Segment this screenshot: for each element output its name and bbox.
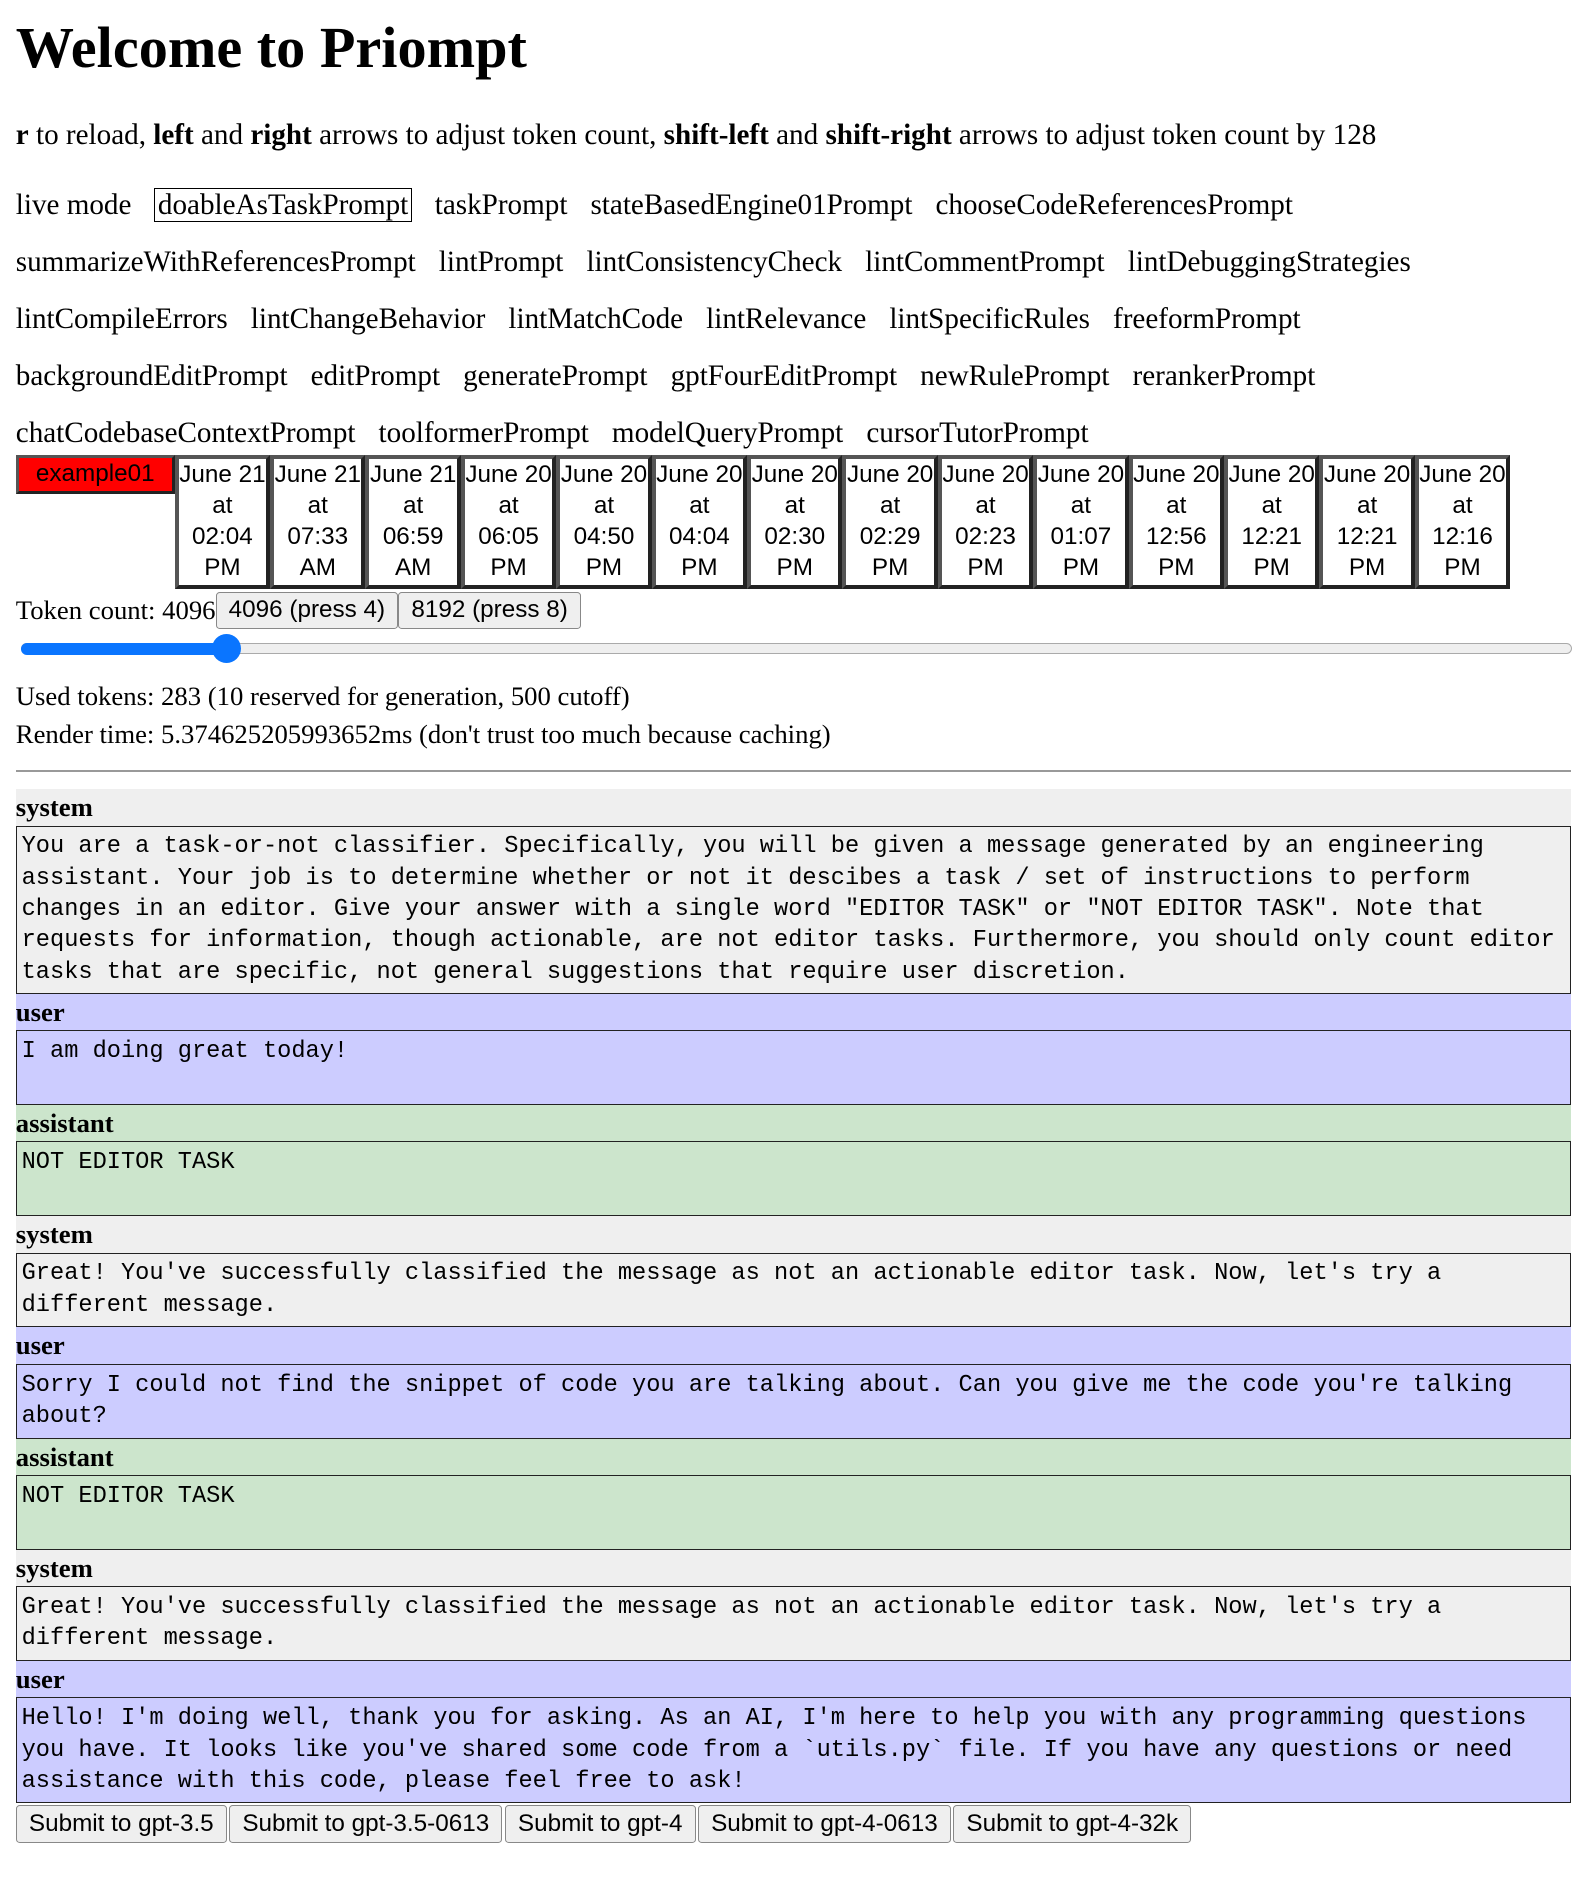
message-system: system Great! You've successfully classif… xyxy=(15,1216,1571,1328)
key-name: shift-right xyxy=(825,118,952,151)
prompt-link-lintRelevance[interactable]: lintRelevance xyxy=(706,303,867,336)
instruction-text: to reload, xyxy=(28,118,154,151)
token-slider[interactable] xyxy=(20,634,1572,664)
message-user: user Sorry I could not find the snippet o… xyxy=(15,1327,1571,1439)
prompt-link-generatePrompt[interactable]: generatePrompt xyxy=(463,360,648,393)
date-button[interactable]: June 20 at 02:23 PM xyxy=(937,455,1034,590)
key-name: shift-left xyxy=(663,118,769,151)
message-user: user Hello! I'm doing well, thank you for… xyxy=(15,1661,1571,1804)
submit-button[interactable]: Submit to gpt-4-32k xyxy=(953,1805,1192,1844)
prompt-link-doableAsTaskPrompt[interactable]: doableAsTaskPrompt xyxy=(154,188,412,223)
message-system: system Great! You've successfully classif… xyxy=(15,1549,1571,1662)
message-content[interactable]: I am doing great today! xyxy=(15,1030,1571,1105)
submit-button[interactable]: Submit to gpt-3.5 xyxy=(15,1805,227,1844)
prompt-link-lintSpecificRules[interactable]: lintSpecificRules xyxy=(889,303,1090,336)
divider xyxy=(15,770,1571,772)
prompt-link-editPrompt[interactable]: editPrompt xyxy=(310,360,441,393)
message-role: system xyxy=(15,792,93,823)
slider-fill xyxy=(20,642,227,655)
prompt-link-backgroundEditPrompt[interactable]: backgroundEditPrompt xyxy=(15,360,288,393)
date-button[interactable]: June 21 at 07:33 AM xyxy=(270,455,366,590)
prompt-link-taskPrompt[interactable]: taskPrompt xyxy=(434,189,568,222)
message-assistant: assistant NOT EDITOR TASK xyxy=(15,1105,1571,1217)
instruction-text: arrows to adjust token count by 128 xyxy=(951,118,1377,151)
prompt-link-lintPrompt[interactable]: lintPrompt xyxy=(438,246,564,279)
example-button[interactable]: example01 xyxy=(15,455,175,494)
prompt-link-cursorTutorPrompt[interactable]: cursorTutorPrompt xyxy=(866,417,1089,450)
prompt-link-summarizeWithReferencesPrompt[interactable]: summarizeWithReferencesPrompt xyxy=(15,246,416,279)
message-content[interactable]: Sorry I could not find the snippet of co… xyxy=(15,1363,1571,1439)
prompt-link-live mode[interactable]: live mode xyxy=(15,189,132,222)
date-button[interactable]: June 20 at 12:16 PM xyxy=(1414,455,1511,590)
prompt-link-chatCodebaseContextPrompt[interactable]: chatCodebaseContextPrompt xyxy=(15,417,356,450)
prompt-link-lintChangeBehavior[interactable]: lintChangeBehavior xyxy=(250,303,486,336)
prompt-link-lintDebuggingStrategies[interactable]: lintDebuggingStrategies xyxy=(1127,246,1411,279)
prompt-link-freeformPrompt[interactable]: freeformPrompt xyxy=(1113,303,1301,336)
prompt-link-lintCompileErrors[interactable]: lintCompileErrors xyxy=(15,303,228,336)
submit-button[interactable]: Submit to gpt-3.5-0613 xyxy=(229,1805,503,1844)
token-8192-button[interactable]: 8192 (press 8) xyxy=(398,591,581,630)
prompt-link-newRulePrompt[interactable]: newRulePrompt xyxy=(920,360,1110,393)
prompt-link-lintConsistencyCheck[interactable]: lintConsistencyCheck xyxy=(586,246,843,279)
date-button[interactable]: June 21 at 02:04 PM xyxy=(174,455,271,590)
key-name: right xyxy=(250,118,312,151)
prompt-link-chooseCodeReferencesPrompt[interactable]: chooseCodeReferencesPrompt xyxy=(935,189,1293,222)
slider-track[interactable] xyxy=(20,642,1572,655)
message-assistant: assistant NOT EDITOR TASK xyxy=(15,1438,1571,1550)
message-role: assistant xyxy=(15,1108,114,1138)
prompt-link-gptFourEditPrompt[interactable]: gptFourEditPrompt xyxy=(670,360,898,393)
message-role: system xyxy=(15,1219,93,1250)
date-button[interactable]: June 20 at 02:29 PM xyxy=(842,455,938,590)
date-button[interactable]: June 20 at 02:30 PM xyxy=(747,455,843,590)
message-system: system You are a task-or-not classifier. … xyxy=(15,789,1571,994)
date-button[interactable]: June 20 at 06:05 PM xyxy=(460,455,557,590)
date-button[interactable]: June 20 at 12:21 PM xyxy=(1319,455,1415,590)
key-name: r xyxy=(15,118,29,151)
message-content[interactable]: NOT EDITOR TASK xyxy=(15,1141,1571,1217)
token-count-row: Token count: 4096 4096 (press 4) 8192 (p… xyxy=(15,591,1571,630)
instruction-text: arrows to adjust token count, xyxy=(311,118,664,151)
date-button[interactable]: June 20 at 04:50 PM xyxy=(556,455,652,590)
date-button[interactable]: June 20 at 04:04 PM xyxy=(651,455,748,590)
message-role: user xyxy=(15,1664,65,1695)
message-role: user xyxy=(15,996,65,1027)
used-tokens: Used tokens: 283 (10 reserved for genera… xyxy=(15,680,630,711)
token-4096-button[interactable]: 4096 (press 4) xyxy=(215,591,399,630)
message-content[interactable]: NOT EDITOR TASK xyxy=(15,1475,1571,1550)
page-title: Welcome to Priompt xyxy=(15,15,527,81)
submit-button[interactable]: Submit to gpt-4 xyxy=(504,1805,696,1844)
prompt-link-stateBasedEngine01Prompt[interactable]: stateBasedEngine01Prompt xyxy=(590,189,913,222)
render-time: Render time: 5.374625205993652ms (don't … xyxy=(15,718,831,749)
prompt-link-lintCommentPrompt[interactable]: lintCommentPrompt xyxy=(865,246,1105,279)
instruction-text: and xyxy=(768,118,826,151)
instruction-text: and xyxy=(193,118,251,151)
prompt-link-lintMatchCode[interactable]: lintMatchCode xyxy=(508,303,684,336)
prompt-link-toolformerPrompt[interactable]: toolformerPrompt xyxy=(378,417,589,450)
date-button[interactable]: June 21 at 06:59 AM xyxy=(365,455,461,590)
token-count-label: Token count: 4096 xyxy=(15,595,216,626)
keyboard-instructions: r to reload, left and right arrows to ad… xyxy=(16,117,1571,153)
example-row: example01 June 21 at 02:04 PM June 21 at … xyxy=(15,455,1571,590)
message-role: system xyxy=(15,1552,93,1583)
message-content[interactable]: Hello! I'm doing well, thank you for ask… xyxy=(15,1697,1571,1804)
message-user: user I am doing great today! xyxy=(15,993,1571,1105)
submit-buttons: Submit to gpt-3.5 Submit to gpt-3.5-0613 S… xyxy=(15,1805,1571,1844)
message-content[interactable]: You are a task-or-not classifier. Specif… xyxy=(15,825,1571,994)
message-role: user xyxy=(15,1330,65,1361)
date-button[interactable]: June 20 at 12:21 PM xyxy=(1224,455,1320,590)
submit-button[interactable]: Submit to gpt-4-0613 xyxy=(698,1805,951,1844)
message-content[interactable]: Great! You've successfully classified th… xyxy=(15,1252,1571,1328)
key-name: left xyxy=(153,118,194,151)
prompt-list: live mode doableAsTaskPrompt taskPrompt … xyxy=(16,177,1571,462)
date-list: June 21 at 02:04 PM June 21 at 07:33 AM Ju… xyxy=(174,455,1511,590)
message-content[interactable]: Great! You've successfully classified th… xyxy=(15,1586,1571,1662)
date-button[interactable]: June 20 at 12:56 PM xyxy=(1128,455,1224,590)
message-list: system You are a task-or-not classifier. … xyxy=(15,789,1571,1804)
message-role: assistant xyxy=(15,1441,114,1472)
prompt-link-modelQueryPrompt[interactable]: modelQueryPrompt xyxy=(611,417,844,450)
date-button[interactable]: June 20 at 01:07 PM xyxy=(1033,455,1129,590)
slider-thumb[interactable] xyxy=(212,634,242,664)
prompt-link-rerankerPrompt[interactable]: rerankerPrompt xyxy=(1132,360,1316,393)
